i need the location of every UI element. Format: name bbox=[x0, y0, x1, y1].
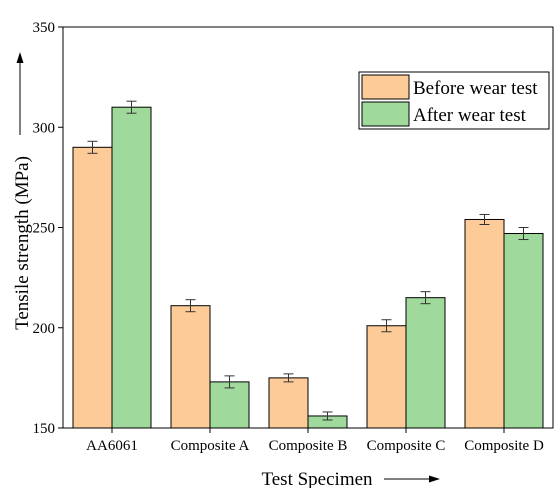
bar-before-wear bbox=[170, 305, 211, 429]
legend: Before wear test After wear test bbox=[358, 71, 550, 130]
bar-series bbox=[72, 100, 544, 429]
error-bar bbox=[322, 411, 333, 421]
error-bar bbox=[87, 140, 98, 154]
x-tick-label: AA6061 bbox=[86, 438, 138, 454]
x-tick-label: Composite B bbox=[269, 438, 348, 454]
error-bar bbox=[126, 100, 137, 114]
bar-after-wear bbox=[209, 381, 250, 429]
legend-swatch-before bbox=[361, 74, 410, 100]
error-bar bbox=[224, 375, 235, 389]
legend-label-after: After wear test bbox=[413, 105, 527, 126]
y-axis-label: Tensile strength (MPa) bbox=[12, 156, 33, 330]
x-axis-label: Test Specimen bbox=[261, 469, 373, 488]
legend-swatch-after bbox=[361, 101, 410, 127]
bar-after-wear bbox=[111, 106, 152, 429]
x-axis-arrow bbox=[384, 475, 440, 483]
bar-after-wear bbox=[503, 233, 544, 429]
bar-after-wear bbox=[405, 297, 446, 429]
x-tick-label: Composite D bbox=[464, 438, 544, 454]
error-bar bbox=[518, 227, 529, 241]
y-tick-label: 350 bbox=[33, 20, 56, 36]
y-tick-label: 200 bbox=[33, 321, 56, 337]
y-tick-label: 150 bbox=[33, 421, 56, 437]
x-axis: AA6061 Composite A Composite B Composite C C… bbox=[86, 428, 544, 454]
bar-before-wear bbox=[72, 146, 113, 429]
bar-before-wear bbox=[464, 218, 505, 429]
bar-before-wear bbox=[268, 377, 309, 429]
y-tick-label: 250 bbox=[33, 221, 56, 237]
legend-label-before: Before wear test bbox=[413, 78, 538, 99]
x-tick-label: Composite A bbox=[171, 438, 250, 454]
error-bar bbox=[283, 373, 294, 383]
bar-before-wear bbox=[366, 325, 407, 429]
y-axis: 150 200 250 300 350 bbox=[33, 20, 63, 437]
error-bar bbox=[479, 213, 490, 225]
error-bar bbox=[420, 291, 431, 305]
y-axis-arrow bbox=[16, 52, 24, 135]
error-bar bbox=[185, 299, 196, 313]
error-bar bbox=[381, 319, 392, 333]
y-tick-label: 300 bbox=[33, 120, 56, 136]
x-tick-label: Composite C bbox=[367, 438, 446, 454]
